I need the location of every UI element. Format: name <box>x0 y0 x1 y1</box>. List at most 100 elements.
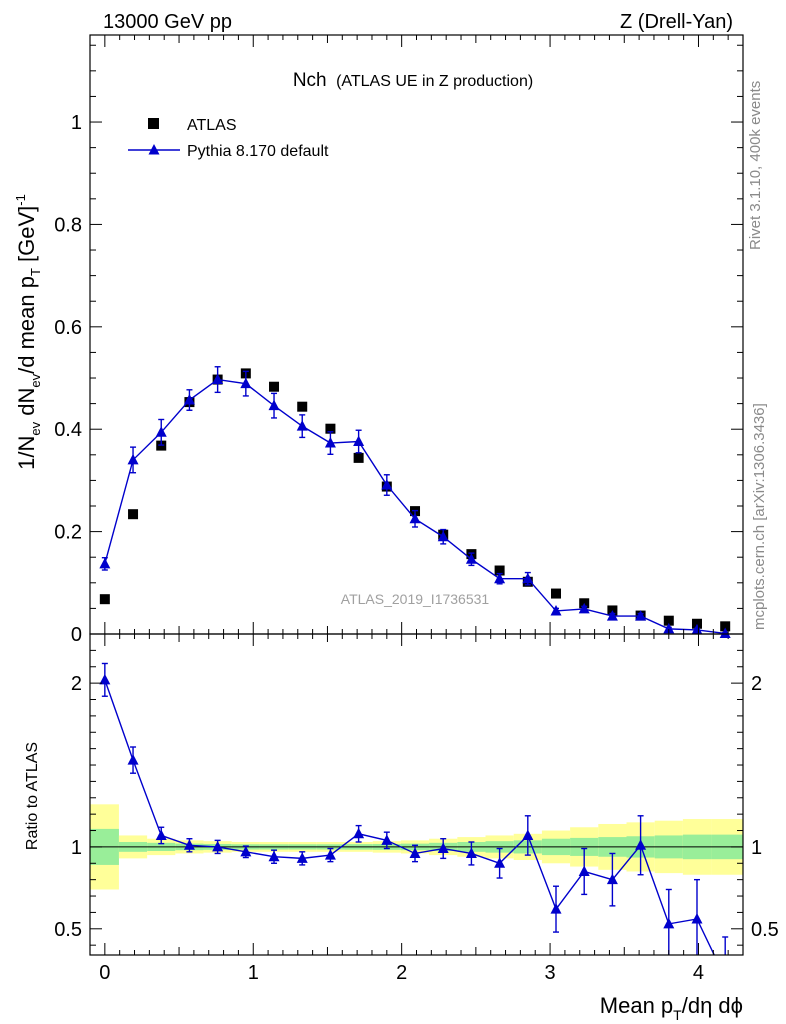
pythia-point <box>635 610 647 621</box>
pythia-point <box>663 622 675 634</box>
pythia-point <box>550 604 562 616</box>
legend-pythia-marker <box>148 144 160 155</box>
atlas-data-point <box>663 615 674 626</box>
atlas-data-point <box>325 423 336 434</box>
pythia-point <box>719 627 731 638</box>
ratio-point <box>353 827 365 839</box>
ylabel-sup: -1 <box>13 194 28 206</box>
main-ytick-label: 0.8 <box>54 214 82 236</box>
ratio-point <box>720 972 731 983</box>
main-ytick-label: 0.6 <box>54 317 82 339</box>
pythia-point <box>522 572 534 584</box>
pythia-point <box>240 377 252 389</box>
pythia-point <box>353 435 365 447</box>
main-panel: 0 0.2 0.4 0.6 0.8 1 <box>54 34 744 646</box>
xlabel-sub: T <box>673 1007 682 1023</box>
ylabel-sub: ev <box>28 421 43 435</box>
atlas-data-point <box>551 588 562 599</box>
ratio-point <box>409 847 421 858</box>
ratio-point <box>606 873 618 885</box>
atlas-data-point <box>720 621 731 632</box>
pythia-point <box>409 512 421 524</box>
xtick-label: 2 <box>396 962 407 984</box>
pythia-point <box>606 610 618 621</box>
xlabel-part: /dη dϕ <box>682 993 743 1018</box>
pythia-point <box>578 602 590 614</box>
pythia-point <box>465 553 477 564</box>
pythia-point <box>691 623 703 635</box>
atlas-data-point <box>353 452 364 463</box>
ratio-point <box>437 842 449 854</box>
xtick-label: 4 <box>693 962 704 984</box>
xlabel: Mean pT/dη dϕ <box>600 993 743 1023</box>
ratio-point <box>522 829 534 840</box>
ratio-ytick-label: 1 <box>71 837 82 859</box>
ylabel-part: [GeV] <box>14 206 39 268</box>
ylabel-part: 1/N <box>14 436 39 470</box>
pythia-point <box>494 572 506 584</box>
title-text: Nch <box>293 70 327 91</box>
pythia-point <box>268 399 280 411</box>
main-title: Nch (ATLAS UE in Z production) <box>293 70 533 91</box>
ratio-point <box>212 840 224 852</box>
legend: ATLAS Pythia 8.170 default <box>128 117 329 160</box>
ratio-ytick-label: 2 <box>71 673 82 695</box>
main-ytick-label: 0.4 <box>54 419 82 441</box>
rivet-label: Rivet 3.1.10, 400k events <box>747 81 764 250</box>
subtitle-text: (ATLAS UE in Z production) <box>336 73 533 90</box>
pythia-point <box>437 530 449 542</box>
main-ylabel: 1/Nev dNev/d mean pT [GeV]-1 <box>13 194 43 470</box>
xtick-label: 0 <box>99 962 110 984</box>
main-ytick-label: 0 <box>71 624 82 646</box>
ratio-point <box>296 852 308 863</box>
atlas-data-point <box>691 618 702 629</box>
ratio-point <box>268 850 280 862</box>
atlas-data-point <box>128 509 139 520</box>
main-ytick-label: 0.2 <box>54 522 82 544</box>
ratio-ytick-label-right: 1 <box>751 837 762 859</box>
ylabel-sub: T <box>28 268 43 276</box>
pythia-point <box>155 426 167 437</box>
atlas-data-point <box>297 401 308 412</box>
pythia-point <box>324 437 336 448</box>
main-ytick-label: 1 <box>71 112 82 134</box>
atlas-data-point <box>494 565 505 576</box>
xtick-label: 1 <box>248 962 259 984</box>
legend-pythia-label: Pythia 8.170 default <box>187 143 329 160</box>
ratio-point <box>635 839 647 850</box>
ratio-point <box>691 912 703 924</box>
ratio-series-group <box>99 662 731 983</box>
ratio-point <box>183 839 195 850</box>
legend-atlas-label: ATLAS <box>187 117 237 134</box>
header-left: 13000 GeV pp <box>103 11 232 33</box>
pythia-point <box>127 453 139 465</box>
pythia-point <box>381 479 393 490</box>
pythia-point <box>296 420 308 431</box>
ratio-ytick-label: 0.5 <box>54 919 82 941</box>
ratio-point <box>155 829 167 840</box>
ratio-ylabel: Ratio to ATLAS <box>24 742 41 850</box>
ylabel-part: /d mean p <box>14 276 39 374</box>
ylabel-sub: ev <box>28 373 43 387</box>
ratio-ytick-label-right: 2 <box>751 673 762 695</box>
ratio-ytick-label-right: 0.5 <box>751 919 779 941</box>
pythia-point <box>99 557 111 569</box>
ratio-point <box>465 847 477 858</box>
ratio-point <box>324 849 336 860</box>
ratio-panel: 0 1 2 3 4 0.5 0.5 1 1 2 2 <box>54 633 779 984</box>
mcplots-label: mcplots.cern.ch [arXiv:1306.3436] <box>751 403 768 630</box>
analysis-watermark: ATLAS_2019_I1736531 <box>341 591 490 607</box>
atlas-data-point <box>269 381 280 392</box>
ratio-point <box>127 754 139 765</box>
ratio-frame <box>89 633 744 956</box>
ratio-point <box>663 917 675 929</box>
header-right: Z (Drell-Yan) <box>620 11 733 33</box>
ratio-point <box>381 834 393 845</box>
xlabel-part: Mean p <box>600 993 673 1018</box>
ylabel-part: dN <box>14 388 39 422</box>
atlas-data-point <box>99 594 110 605</box>
ratio-point <box>240 845 252 857</box>
ratio-point <box>578 865 590 876</box>
ratio-point <box>494 857 506 868</box>
